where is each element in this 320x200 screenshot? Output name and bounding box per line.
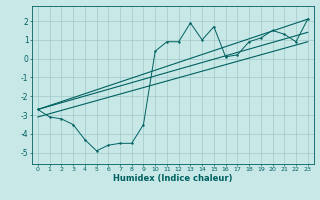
Point: [223, 55, 228, 58]
Point: [164, 40, 170, 43]
Point: [141, 123, 146, 126]
Point: [258, 36, 263, 40]
Point: [270, 29, 275, 32]
Point: [106, 144, 111, 147]
Point: [188, 21, 193, 25]
Point: [82, 138, 87, 141]
Point: [246, 40, 252, 43]
Point: [235, 53, 240, 57]
Point: [35, 108, 40, 111]
Point: [211, 25, 216, 28]
Point: [293, 40, 299, 43]
Point: [47, 115, 52, 119]
Point: [200, 38, 205, 41]
Point: [153, 50, 158, 53]
Point: [70, 123, 76, 126]
Point: [94, 149, 99, 152]
Point: [117, 142, 123, 145]
Point: [305, 18, 310, 21]
Point: [176, 40, 181, 43]
Point: [59, 117, 64, 120]
Point: [129, 142, 134, 145]
Point: [282, 33, 287, 36]
X-axis label: Humidex (Indice chaleur): Humidex (Indice chaleur): [113, 174, 233, 183]
